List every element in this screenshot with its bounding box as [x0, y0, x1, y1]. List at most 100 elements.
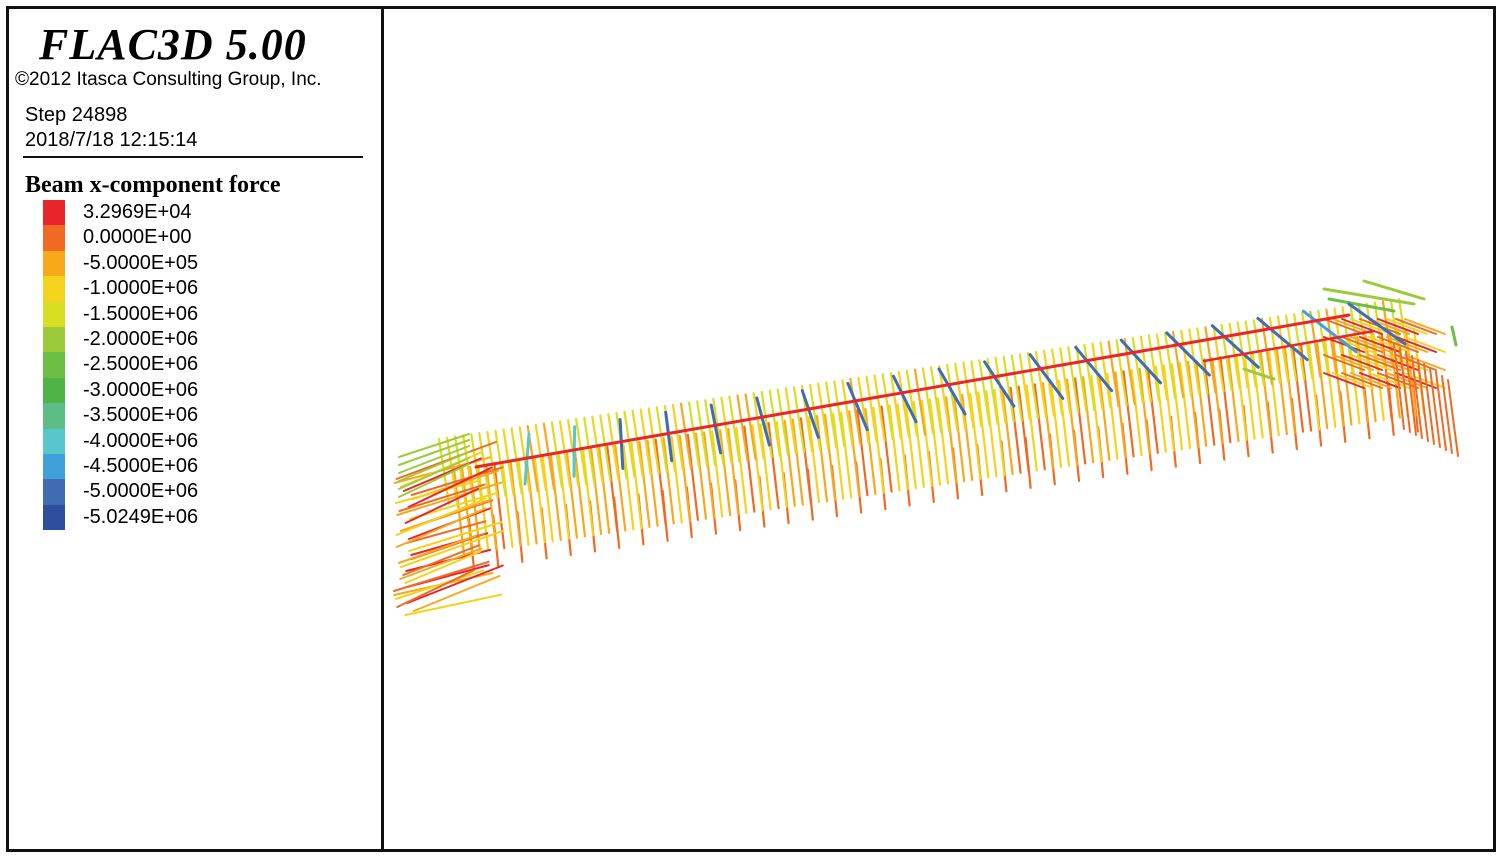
- beam-segment: [1050, 348, 1064, 416]
- beam-segment: [1450, 325, 1458, 347]
- beam-segment: [1026, 352, 1040, 420]
- beam-segment: [398, 451, 470, 482]
- beam-segment: [1001, 387, 1014, 476]
- beam-segment: [1377, 336, 1419, 353]
- beam-segment: [557, 452, 570, 540]
- beam-segment: [1259, 350, 1272, 438]
- beam-segment: [1341, 336, 1383, 353]
- beam-segment: [897, 370, 910, 438]
- beam-segment: [728, 395, 741, 463]
- beam-segment: [872, 406, 885, 494]
- beam-segment: [946, 363, 959, 431]
- anchor-cable: [1074, 345, 1114, 393]
- beam-segment: [929, 366, 943, 434]
- beam-segment: [977, 391, 990, 479]
- beam-segment: [1267, 349, 1280, 437]
- beam-segment: [397, 535, 477, 564]
- beam-segment: [1002, 355, 1015, 423]
- beam-segment: [1332, 372, 1374, 389]
- beam-segment: [1162, 364, 1176, 452]
- beam-segment: [590, 447, 603, 536]
- beam-segment: [759, 423, 772, 511]
- anchor-cable: [937, 367, 967, 416]
- legend-swatch: [43, 403, 65, 429]
- beam-segment: [549, 453, 562, 542]
- beam-segment: [809, 383, 822, 451]
- beam-segment: [1123, 337, 1136, 406]
- beam-segment: [1227, 355, 1240, 443]
- beam-segment: [542, 422, 555, 490]
- beam-segment: [985, 390, 998, 478]
- beam-segment: [395, 507, 487, 548]
- legend-label: -5.0249E+06: [83, 505, 199, 528]
- beam-segment: [767, 422, 780, 510]
- legend-swatch: [43, 250, 65, 277]
- beam-segment: [856, 409, 869, 497]
- beam-segment: [727, 427, 740, 516]
- figure-frame: FLAC3D 5.00 ©2012 Itasca Consulting Grou…: [6, 6, 1496, 852]
- beam-segment: [993, 389, 1006, 477]
- legend-swatch: [43, 200, 65, 226]
- legend-swatch: [43, 428, 65, 454]
- beam-segment: [768, 389, 781, 457]
- beam-segment: [402, 544, 480, 576]
- anchor-cable: [1028, 353, 1065, 400]
- beam-segment: [662, 437, 675, 525]
- main-beam: [1202, 329, 1376, 363]
- beam-segment: [791, 418, 804, 506]
- anchor-cable: [755, 396, 771, 447]
- legend-swatch: [43, 326, 65, 353]
- beam-segment: [1386, 336, 1428, 353]
- beam-segment: [1082, 376, 1095, 464]
- beam-segment: [517, 458, 530, 546]
- legend-swatch: [43, 479, 65, 505]
- beam-segment: [696, 400, 709, 468]
- beam-segment: [395, 497, 487, 536]
- beam-segment: [1122, 370, 1135, 458]
- divider: [23, 156, 363, 158]
- legend-swatch: [43, 453, 65, 480]
- beam-segment: [1243, 352, 1256, 440]
- beam-segment: [1049, 380, 1063, 468]
- beam-segment: [408, 521, 503, 552]
- anchor-cable: [1347, 302, 1407, 346]
- beam-segment: [412, 575, 501, 612]
- beam-segment: [1163, 332, 1177, 400]
- anchor-cable: [846, 381, 869, 432]
- beam-segment: [815, 415, 829, 503]
- beam-segment: [393, 560, 490, 592]
- beam-segment: [399, 547, 483, 580]
- beam-segment: [736, 394, 749, 462]
- anchor-cable: [1210, 324, 1260, 369]
- legend-swatch: [43, 276, 65, 302]
- beam-segment: [1362, 279, 1426, 301]
- anchor-cable: [800, 389, 820, 439]
- beam-segment: [404, 550, 482, 584]
- beam-segment: [509, 459, 522, 547]
- beam-segment: [1098, 373, 1111, 461]
- beam-segment: [1359, 336, 1401, 353]
- beam-segment: [840, 411, 853, 499]
- beam-segment: [978, 359, 991, 427]
- beam-segment: [399, 529, 505, 568]
- beam-segment: [1010, 354, 1023, 422]
- beam-segment: [622, 443, 635, 531]
- beam-segment: [1242, 367, 1276, 381]
- beam-segment: [864, 407, 877, 496]
- beam-segment: [1211, 357, 1224, 445]
- beam-segment: [1178, 362, 1192, 450]
- beam-segment: [1083, 343, 1096, 411]
- legend-label: 3.2969E+04: [83, 201, 192, 223]
- beam-segment: [1090, 375, 1103, 463]
- beam-segment: [1033, 383, 1046, 471]
- beam-segment: [688, 401, 701, 469]
- beam-segment: [1067, 346, 1080, 414]
- beam-segment: [1275, 347, 1289, 436]
- step-counter: Step 24898: [25, 104, 128, 126]
- legend-swatch: [43, 504, 65, 531]
- beam-segment: [1368, 372, 1410, 389]
- legend-label: -2.5000E+06: [83, 353, 199, 376]
- legend-label: 0.0000E+00: [83, 226, 192, 249]
- legend-swatch: [43, 301, 65, 327]
- beam-segment: [912, 400, 925, 488]
